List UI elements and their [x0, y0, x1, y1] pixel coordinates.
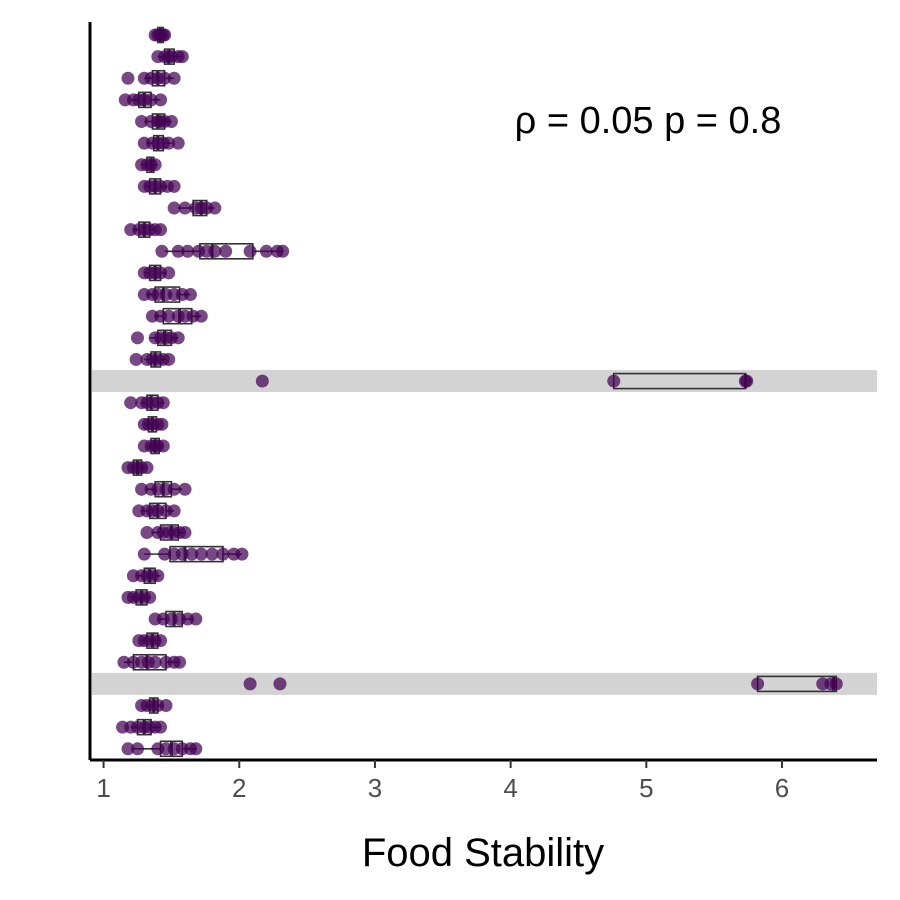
- data-point: [155, 417, 169, 431]
- data-point: [130, 331, 144, 345]
- data-point: [216, 547, 230, 561]
- data-point: [189, 742, 203, 756]
- data-point: [158, 71, 172, 85]
- data-point: [144, 93, 158, 107]
- data-point: [167, 201, 181, 215]
- x-tick-label: 2: [232, 773, 246, 803]
- data-point: [162, 309, 176, 323]
- data-point: [167, 71, 181, 85]
- data-point: [607, 374, 621, 388]
- data-point: [154, 223, 168, 237]
- correlation-annotation: ρ = 0.05 p = 0.8: [515, 100, 782, 142]
- highlight-bands: [92, 370, 877, 695]
- data-point: [243, 244, 257, 258]
- data-point: [276, 244, 290, 258]
- data-point: [171, 136, 185, 150]
- x-tick-label: 1: [96, 773, 110, 803]
- data-points: [116, 28, 843, 756]
- x-axis-title: Food Stability: [362, 831, 604, 875]
- data-point: [178, 201, 192, 215]
- data-point: [751, 677, 765, 691]
- x-tick-label: 5: [639, 773, 653, 803]
- data-point: [158, 547, 172, 561]
- x-tick-label: 3: [368, 773, 382, 803]
- data-point: [129, 352, 143, 366]
- data-point: [164, 115, 178, 129]
- data-point: [194, 547, 208, 561]
- x-axis-ticks: 1 2 3 4 5 6: [96, 760, 789, 803]
- data-point: [154, 93, 168, 107]
- x-tick-label: 4: [503, 773, 517, 803]
- data-point: [140, 461, 154, 475]
- highlight-band: [92, 672, 877, 695]
- data-point: [135, 115, 149, 129]
- data-point: [219, 244, 233, 258]
- data-point: [156, 396, 170, 410]
- data-point: [205, 547, 219, 561]
- data-point: [175, 50, 189, 64]
- data-point: [162, 352, 176, 366]
- data-point: [273, 677, 287, 691]
- data-point: [148, 655, 162, 669]
- data-point: [148, 158, 162, 172]
- highlight-band: [92, 370, 877, 393]
- data-point: [151, 569, 165, 583]
- data-point: [121, 742, 135, 756]
- data-point: [243, 677, 257, 691]
- data-point: [185, 547, 199, 561]
- data-point: [175, 547, 189, 561]
- data-point: [117, 655, 131, 669]
- data-point: [162, 136, 176, 150]
- data-point: [158, 28, 172, 42]
- data-point: [829, 677, 843, 691]
- data-point: [259, 244, 273, 258]
- data-point: [155, 244, 169, 258]
- data-point: [167, 179, 181, 193]
- data-point: [178, 482, 192, 496]
- data-point: [135, 482, 149, 496]
- data-point: [208, 244, 222, 258]
- data-point: [181, 244, 195, 258]
- data-point: [167, 504, 181, 518]
- data-point: [159, 699, 173, 713]
- data-point: [143, 590, 157, 604]
- data-point: [235, 547, 249, 561]
- data-point: [171, 331, 185, 345]
- data-point: [178, 525, 192, 539]
- data-point: [255, 374, 269, 388]
- data-point: [154, 720, 168, 734]
- data-point: [183, 288, 197, 302]
- data-point: [171, 244, 185, 258]
- data-point: [156, 439, 170, 453]
- data-point: [189, 612, 203, 626]
- data-point: [124, 396, 138, 410]
- data-point: [130, 742, 144, 756]
- data-point: [740, 374, 754, 388]
- data-point: [208, 201, 222, 215]
- data-point: [162, 266, 176, 280]
- data-point: [121, 71, 135, 85]
- x-tick-label: 6: [775, 773, 789, 803]
- data-point: [173, 655, 187, 669]
- data-point: [137, 547, 151, 561]
- data-point: [194, 309, 208, 323]
- data-point: [167, 482, 181, 496]
- data-point: [154, 634, 168, 648]
- data-point: [140, 525, 154, 539]
